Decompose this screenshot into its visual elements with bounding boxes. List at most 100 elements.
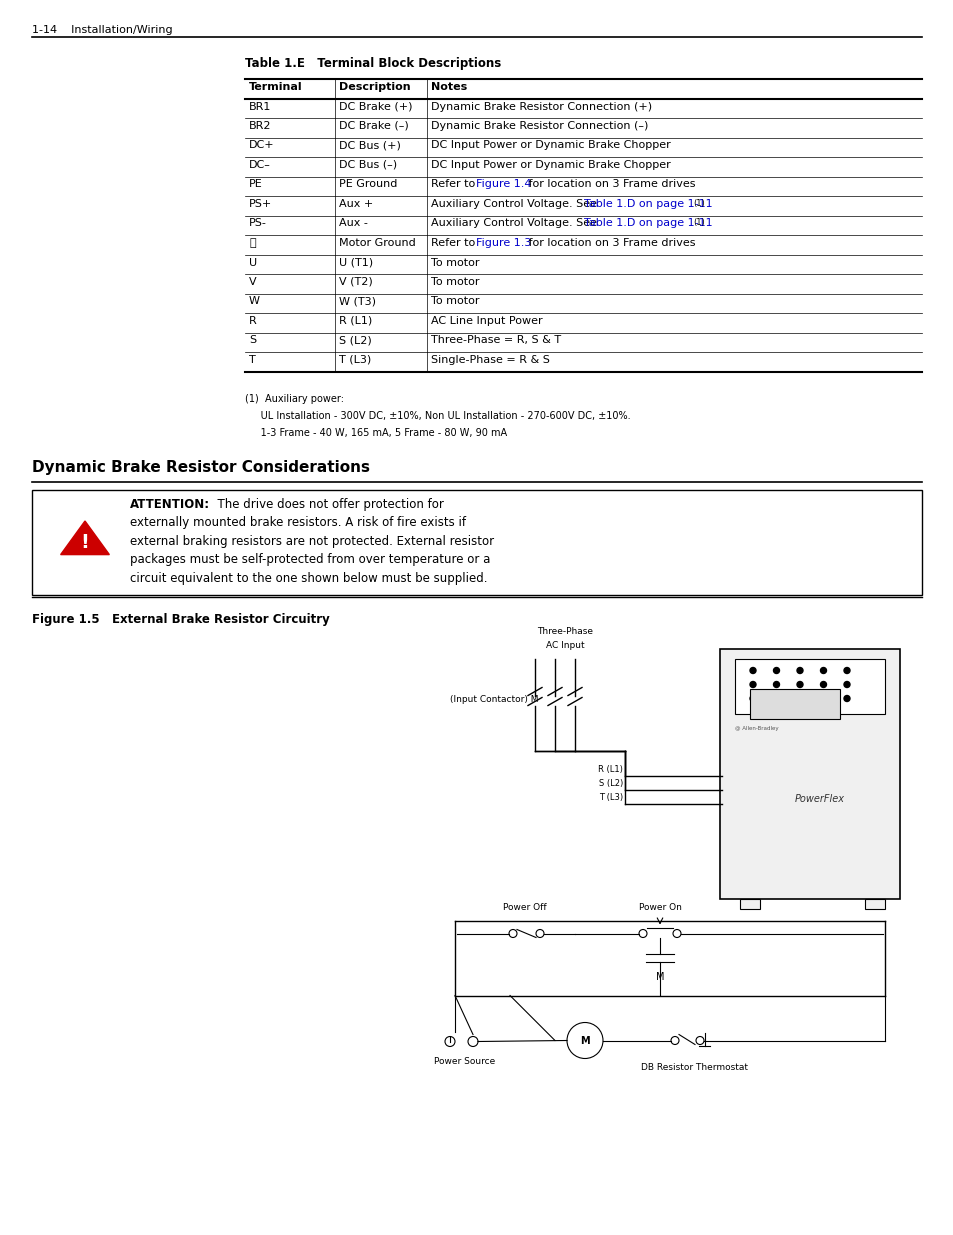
Circle shape	[843, 682, 849, 688]
Circle shape	[773, 667, 779, 673]
Text: U (T1): U (T1)	[338, 258, 373, 268]
Text: for location on 3 Frame drives: for location on 3 Frame drives	[524, 179, 695, 189]
Text: circuit equivalent to the one shown below must be supplied.: circuit equivalent to the one shown belo…	[130, 572, 487, 584]
Text: Figure 1.5   External Brake Resistor Circuitry: Figure 1.5 External Brake Resistor Circu…	[32, 613, 330, 625]
Text: The drive does not offer protection for: The drive does not offer protection for	[210, 498, 443, 510]
Text: Power Source: Power Source	[434, 1057, 496, 1067]
Text: (Input Contactor) M: (Input Contactor) M	[450, 695, 537, 704]
Bar	[740, 899, 760, 909]
Text: To motor: To motor	[431, 296, 479, 306]
Text: R (L1): R (L1)	[598, 764, 622, 773]
Text: Description: Description	[338, 82, 410, 91]
Circle shape	[749, 682, 755, 688]
Text: S (L2): S (L2)	[598, 778, 622, 788]
Text: ⏚: ⏚	[249, 238, 255, 248]
Bar	[864, 899, 884, 909]
Text: (1)  Auxiliary power:: (1) Auxiliary power:	[245, 394, 344, 404]
Text: DC Bus (–): DC Bus (–)	[338, 161, 396, 170]
Text: AC Line Input Power: AC Line Input Power	[431, 316, 542, 326]
Text: Refer to: Refer to	[431, 179, 478, 189]
Circle shape	[773, 682, 779, 688]
Text: DC Input Power or Dynamic Brake Chopper: DC Input Power or Dynamic Brake Chopper	[431, 141, 670, 151]
Text: Table 1.D on page 1-11: Table 1.D on page 1-11	[584, 199, 712, 209]
Text: packages must be self-protected from over temperature or a: packages must be self-protected from ove…	[130, 553, 490, 566]
Text: T (L3): T (L3)	[338, 354, 371, 366]
Text: PE: PE	[249, 179, 262, 189]
Text: Terminal: Terminal	[249, 82, 302, 91]
Text: DC–: DC–	[249, 161, 271, 170]
Circle shape	[773, 695, 779, 701]
Text: external braking resistors are not protected. External resistor: external braking resistors are not prote…	[130, 535, 494, 547]
Circle shape	[796, 695, 802, 701]
Circle shape	[820, 667, 825, 673]
Text: R (L1): R (L1)	[338, 316, 372, 326]
Circle shape	[820, 682, 825, 688]
Text: Auxiliary Control Voltage. See: Auxiliary Control Voltage. See	[431, 219, 599, 228]
Circle shape	[796, 667, 802, 673]
Polygon shape	[61, 521, 110, 555]
Circle shape	[796, 682, 802, 688]
Text: DC Bus (+): DC Bus (+)	[338, 141, 400, 151]
Text: Figure 1.4: Figure 1.4	[475, 179, 531, 189]
Text: Motor Ground: Motor Ground	[338, 238, 416, 248]
Text: V (T2): V (T2)	[338, 277, 373, 287]
Circle shape	[843, 695, 849, 701]
Text: Figure 1.3: Figure 1.3	[475, 238, 531, 248]
Text: T: T	[249, 354, 255, 366]
Text: PS-: PS-	[249, 219, 267, 228]
Text: @ Allen-Bradley: @ Allen-Bradley	[734, 726, 778, 731]
Text: (1): (1)	[693, 199, 704, 207]
Text: DC Brake (+): DC Brake (+)	[338, 101, 412, 111]
Text: R: R	[249, 316, 256, 326]
Text: Power Off: Power Off	[502, 904, 546, 913]
Text: PS+: PS+	[249, 199, 272, 209]
Circle shape	[843, 667, 849, 673]
Text: !: !	[80, 534, 90, 552]
Text: S (L2): S (L2)	[338, 336, 372, 346]
Text: W (T3): W (T3)	[338, 296, 375, 306]
Circle shape	[749, 695, 755, 701]
Text: Notes: Notes	[431, 82, 467, 91]
Bar	[749, 688, 840, 719]
Text: ATTENTION:: ATTENTION:	[130, 498, 210, 510]
Text: 1-3 Frame - 40 W, 165 mA, 5 Frame - 80 W, 90 mA: 1-3 Frame - 40 W, 165 mA, 5 Frame - 80 W…	[245, 427, 507, 437]
Text: T (L3): T (L3)	[598, 793, 622, 802]
Text: Aux -: Aux -	[338, 219, 368, 228]
Text: Three-Phase = R, S & T: Three-Phase = R, S & T	[431, 336, 560, 346]
Text: Power On: Power On	[638, 904, 680, 913]
Text: DC+: DC+	[249, 141, 274, 151]
Text: UL Installation - 300V DC, ±10%, Non UL Installation - 270-600V DC, ±10%.: UL Installation - 300V DC, ±10%, Non UL …	[245, 410, 630, 420]
Text: V: V	[249, 277, 256, 287]
Text: 1-14    Installation/Wiring: 1-14 Installation/Wiring	[32, 25, 172, 35]
Text: To motor: To motor	[431, 277, 479, 287]
Text: Dynamic Brake Resistor Connection (+): Dynamic Brake Resistor Connection (+)	[431, 101, 652, 111]
Text: To motor: To motor	[431, 258, 479, 268]
Circle shape	[749, 667, 755, 673]
Bar	[734, 658, 884, 714]
Text: Dynamic Brake Resistor Considerations: Dynamic Brake Resistor Considerations	[32, 459, 370, 474]
Text: PE Ground: PE Ground	[338, 179, 397, 189]
FancyBboxPatch shape	[32, 489, 921, 594]
Bar	[720, 648, 899, 899]
Text: Auxiliary Control Voltage. See: Auxiliary Control Voltage. See	[431, 199, 599, 209]
Text: W: W	[249, 296, 260, 306]
Text: BR2: BR2	[249, 121, 272, 131]
Text: externally mounted brake resistors. A risk of fire exists if: externally mounted brake resistors. A ri…	[130, 516, 465, 529]
Text: S: S	[249, 336, 255, 346]
Text: Refer to: Refer to	[431, 238, 478, 248]
Text: M: M	[655, 972, 663, 982]
Text: DC Brake (–): DC Brake (–)	[338, 121, 408, 131]
Circle shape	[820, 695, 825, 701]
Text: Three-Phase: Three-Phase	[537, 626, 593, 636]
Text: for location on 3 Frame drives: for location on 3 Frame drives	[524, 238, 695, 248]
Text: Table 1.D on page 1-11: Table 1.D on page 1-11	[584, 219, 712, 228]
Text: PowerFlex: PowerFlex	[794, 794, 844, 804]
Text: DB Resistor Thermostat: DB Resistor Thermostat	[640, 1062, 748, 1072]
Text: Table 1.E   Terminal Block Descriptions: Table 1.E Terminal Block Descriptions	[245, 57, 500, 70]
Text: DC Input Power or Dynamic Brake Chopper: DC Input Power or Dynamic Brake Chopper	[431, 161, 670, 170]
Text: BR1: BR1	[249, 101, 271, 111]
Text: Single-Phase = R & S: Single-Phase = R & S	[431, 354, 549, 366]
Text: U: U	[249, 258, 257, 268]
Text: Aux +: Aux +	[338, 199, 373, 209]
Text: AC Input: AC Input	[545, 641, 583, 651]
